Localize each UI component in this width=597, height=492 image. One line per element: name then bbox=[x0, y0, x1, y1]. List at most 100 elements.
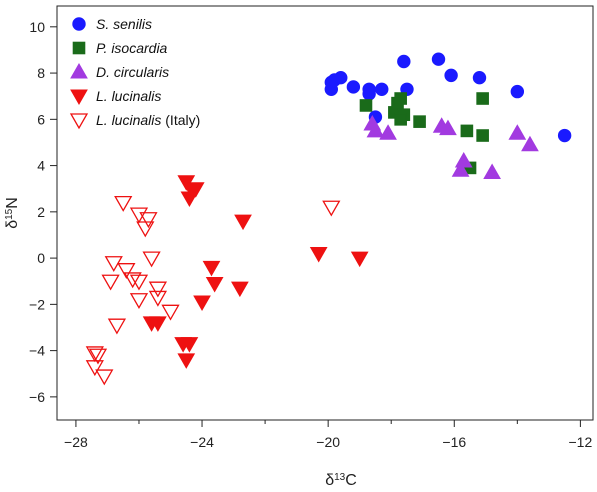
y-axis-label-sup: 15 bbox=[4, 208, 15, 220]
legend-label: P. isocardia bbox=[96, 40, 168, 56]
data-point bbox=[483, 163, 501, 180]
y-axis-label-unit: N bbox=[4, 197, 21, 209]
y-tick-label: 6 bbox=[37, 111, 45, 127]
data-point bbox=[431, 52, 446, 66]
data-point bbox=[231, 281, 249, 298]
legend-label-species: D. circularis bbox=[96, 64, 169, 80]
data-point bbox=[177, 353, 196, 369]
legend-marker bbox=[72, 41, 86, 55]
data-point bbox=[362, 82, 376, 96]
y-tick-label: 0 bbox=[37, 250, 45, 266]
data-point bbox=[149, 316, 167, 332]
x-axis-label-sup: 13 bbox=[334, 472, 346, 483]
data-point bbox=[88, 348, 108, 365]
data-point bbox=[366, 121, 385, 138]
data-point bbox=[123, 272, 142, 289]
data-point bbox=[114, 195, 133, 212]
x-axis: −28 −24 −20 −16 −12 bbox=[64, 420, 592, 450]
legend-label-species: L. lucinalis bbox=[96, 88, 161, 104]
data-point bbox=[309, 246, 328, 263]
legend-label: L. lucinalis bbox=[96, 88, 161, 104]
data-point bbox=[444, 68, 458, 83]
legend-item: D. circularis bbox=[70, 62, 169, 80]
data-point bbox=[117, 263, 136, 279]
y-tick-label: 2 bbox=[37, 204, 45, 220]
legend-item: L. lucinalis bbox=[70, 88, 161, 106]
legend-item: P. isocardia bbox=[72, 40, 168, 56]
legend-item: L. lucinalis (Italy) bbox=[69, 112, 200, 130]
data-point bbox=[439, 119, 457, 136]
data-point bbox=[397, 54, 411, 69]
legend-marker bbox=[70, 89, 88, 106]
data-point bbox=[476, 129, 489, 142]
x-axis-label-base: δ bbox=[325, 472, 334, 489]
data-point bbox=[454, 151, 473, 168]
series-3 bbox=[142, 175, 369, 369]
legend-label-suffix: (Italy) bbox=[161, 112, 200, 128]
data-point bbox=[557, 128, 572, 143]
data-point bbox=[322, 200, 341, 217]
legend-label-species: P. isocardia bbox=[96, 40, 168, 56]
data-point bbox=[139, 212, 158, 229]
series-1 bbox=[359, 92, 489, 175]
y-tick-label: −2 bbox=[29, 296, 45, 312]
data-point bbox=[148, 281, 168, 298]
data-point bbox=[161, 304, 180, 321]
legend-label: D. circularis bbox=[96, 64, 169, 80]
series-2 bbox=[363, 114, 539, 180]
data-point bbox=[350, 251, 369, 268]
plot-frame bbox=[56, 5, 594, 421]
series-0 bbox=[324, 52, 572, 143]
data-point bbox=[101, 274, 120, 291]
legend-marker bbox=[69, 113, 89, 130]
series-4 bbox=[85, 195, 341, 386]
plot-area bbox=[85, 52, 572, 386]
y-tick-label: 8 bbox=[37, 65, 45, 81]
data-point bbox=[85, 346, 104, 363]
data-point bbox=[234, 214, 252, 231]
legend-label-species: L. lucinalis bbox=[96, 112, 161, 128]
data-point bbox=[136, 221, 155, 238]
data-point bbox=[142, 251, 161, 268]
data-point bbox=[472, 70, 487, 85]
y-tick-label: 10 bbox=[29, 19, 45, 35]
data-point bbox=[129, 274, 149, 291]
data-point bbox=[476, 92, 489, 105]
data-point bbox=[451, 161, 470, 177]
x-tick-label: −20 bbox=[316, 434, 340, 450]
data-point bbox=[186, 182, 205, 198]
legend: S. senilis P. isocardia D. circularis L. lu… bbox=[69, 16, 200, 130]
legend-label: S. senilis bbox=[96, 16, 152, 32]
x-tick-label: −28 bbox=[64, 434, 88, 450]
data-point bbox=[202, 260, 221, 277]
data-point bbox=[521, 135, 539, 152]
y-axis: −6 −4 −2 0 2 4 6 8 10 bbox=[29, 19, 57, 405]
data-point bbox=[334, 70, 348, 85]
x-axis-label-unit: C bbox=[345, 472, 357, 489]
data-point bbox=[508, 124, 527, 140]
data-point bbox=[107, 318, 127, 335]
data-point bbox=[180, 337, 199, 353]
x-tick-label: −16 bbox=[442, 434, 466, 450]
legend-item: S. senilis bbox=[72, 16, 152, 32]
data-point bbox=[379, 124, 397, 140]
data-point bbox=[129, 207, 149, 224]
data-point bbox=[180, 191, 199, 207]
data-point bbox=[375, 82, 389, 96]
data-point bbox=[148, 290, 168, 307]
data-point bbox=[394, 92, 407, 105]
data-point bbox=[129, 293, 149, 310]
y-axis-label-base: δ bbox=[4, 220, 21, 229]
data-point bbox=[359, 99, 373, 112]
data-point bbox=[460, 124, 474, 138]
x-tick-label: −24 bbox=[190, 434, 214, 450]
y-axis-label: δ15N bbox=[4, 197, 22, 229]
legend-label: L. lucinalis (Italy) bbox=[96, 112, 200, 128]
data-point bbox=[510, 84, 525, 99]
y-tick-label: −4 bbox=[29, 343, 45, 359]
legend-marker bbox=[72, 17, 86, 31]
data-point bbox=[394, 113, 407, 126]
y-tick-label: −6 bbox=[29, 389, 45, 405]
legend-marker bbox=[70, 62, 88, 79]
